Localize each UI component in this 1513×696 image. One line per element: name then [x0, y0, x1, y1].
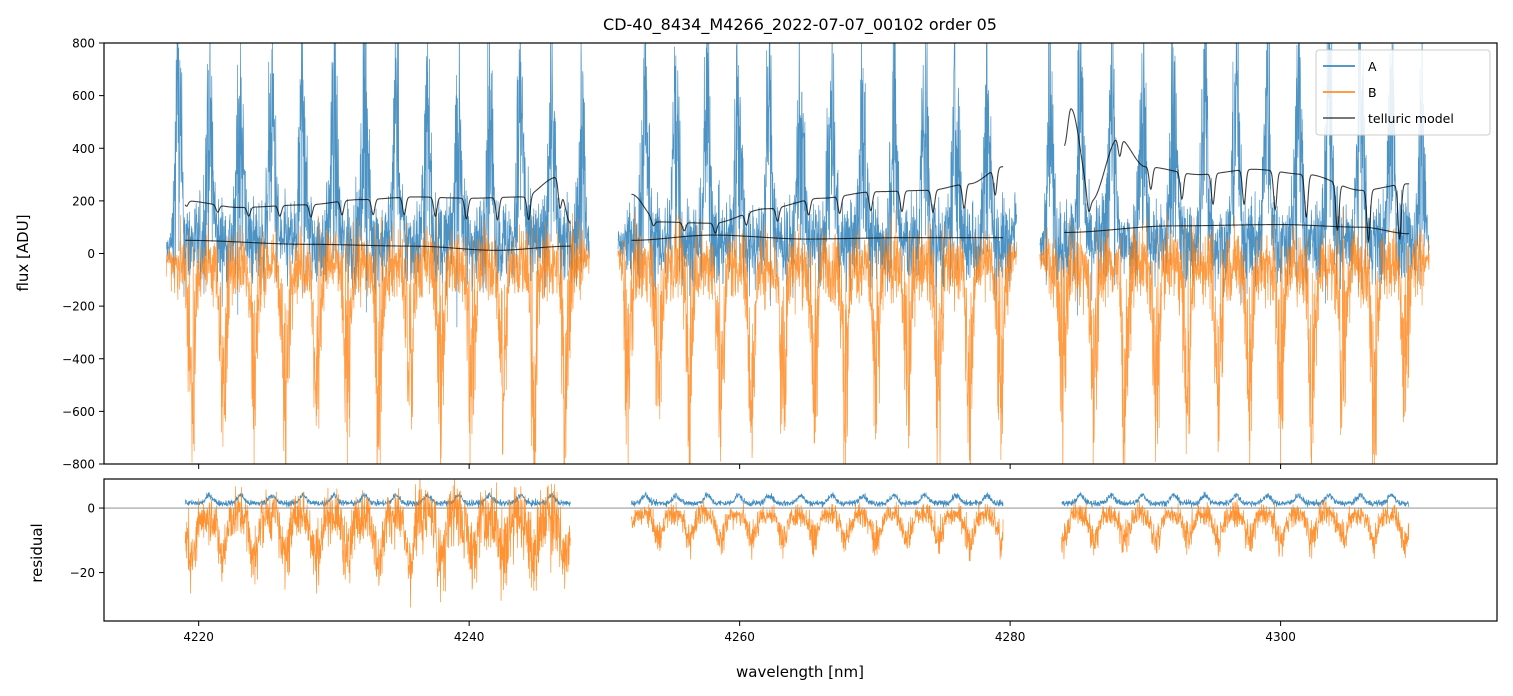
residual-axis-label: residual [28, 523, 46, 582]
series-b-residual-segment-3 [1061, 499, 1410, 560]
series-b-residual-segment-1 [184, 479, 571, 608]
chart-title: CD-40_8434_M4266_2022-07-07_00102 order … [603, 15, 997, 35]
wavelength-xtick-label: 4300 [1265, 630, 1296, 644]
residual-panel-frame [103, 478, 1498, 622]
flux-axis-label: flux [ADU] [14, 214, 32, 291]
residual-ytick-label: 0 [87, 502, 95, 516]
legend-label-a: A [1368, 59, 1377, 74]
residual-panel: −20 0 4220 4240 4260 4280 4300 residual wavel… [28, 478, 1498, 681]
flux-ytick-label: 0 [87, 247, 95, 261]
series-b-residual-segment-2 [631, 499, 1004, 562]
series-a-residual-segment-2 [631, 491, 1004, 508]
series-a-flux-segment-2 [617, 43, 1018, 307]
series-a-flux-segment-3 [1039, 43, 1430, 316]
wavelength-xtick-label: 4240 [454, 630, 485, 644]
wavelength-xtick-label: 4220 [183, 630, 214, 644]
telluric-model-a-segment-3 [1063, 108, 1410, 243]
telluric-model-b-segment-3 [1064, 224, 1410, 235]
wavelength-axis-label: wavelength [nm] [736, 663, 864, 681]
legend: A B telluric model [1315, 49, 1491, 136]
flux-ytick-label: −400 [62, 352, 95, 366]
wavelength-xtick-label: 4260 [724, 630, 755, 644]
wavelength-xtick-label: 4280 [995, 630, 1026, 644]
flux-ytick-label: 400 [72, 142, 95, 156]
telluric-model-a-segment-1 [184, 177, 571, 224]
telluric-model-b-segment-1 [185, 239, 571, 251]
series-b-flux-segment-2 [617, 209, 1018, 464]
flux-ytick-label: 600 [72, 89, 95, 103]
series-a-flux-segment-1 [165, 43, 590, 328]
series-a-residual-segment-3 [1061, 491, 1410, 508]
residual-ytick-label: −20 [70, 566, 95, 580]
legend-frame [1315, 49, 1491, 136]
legend-label-model: telluric model [1368, 111, 1454, 126]
flux-ytick-label: 800 [72, 37, 95, 51]
telluric-model-b-segment-2 [631, 234, 1004, 241]
legend-label-b: B [1368, 85, 1377, 100]
flux-ytick-label: −200 [62, 300, 95, 314]
series-b-flux-segment-3 [1039, 207, 1430, 464]
flux-ytick-label: −600 [62, 405, 95, 419]
series-a-residual-segment-1 [184, 491, 571, 508]
flux-panel: −800 −600 −400 −200 0 200 400 600 800 flux [ADU]… [14, 37, 1498, 472]
flux-ytick-label: −800 [62, 458, 95, 472]
series-b-flux-segment-1 [165, 208, 590, 464]
flux-ytick-label: 200 [72, 194, 95, 208]
telluric-model-a-segment-2 [631, 166, 1004, 234]
